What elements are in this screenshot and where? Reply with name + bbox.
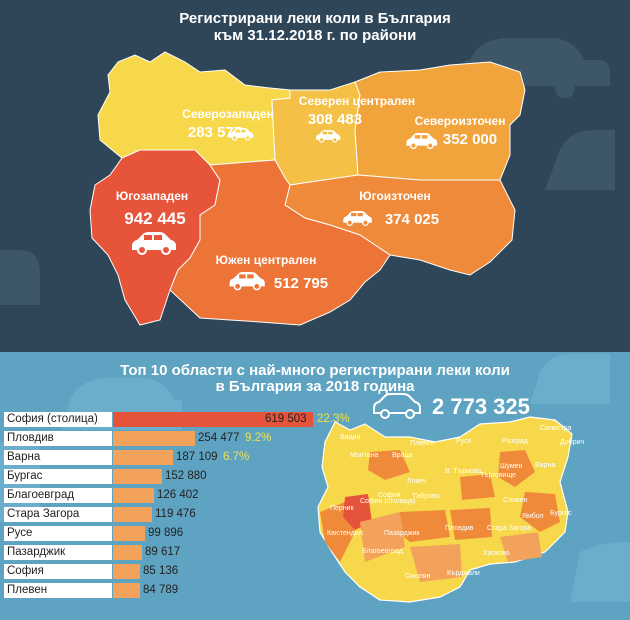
bar-value-label: 85 136: [143, 565, 179, 577]
province-label: Пловдив: [445, 525, 474, 532]
region-label-severoiztochen: Североизточен: [415, 114, 506, 128]
province-shape: [500, 532, 542, 562]
province-shape: [460, 474, 495, 500]
province-label: Шумен: [500, 463, 523, 470]
province-label: Благоевград: [362, 548, 403, 555]
bar-percent-label: 22.3%: [317, 413, 350, 425]
province-label: Ямбол: [522, 513, 544, 520]
bar-percent-label: 6.7%: [223, 451, 250, 463]
province-shape: [498, 450, 535, 487]
bar: [113, 507, 152, 522]
province-label: Сливен: [503, 497, 528, 504]
bar-category-label: София (столица): [4, 412, 112, 427]
region-value-yuzhen-centralen: 512 795: [274, 275, 328, 292]
region-value-severoiztochen: 352 000: [443, 131, 497, 148]
bar-value-label: 126 402: [157, 489, 199, 501]
province-shape: [520, 492, 560, 532]
bar-category-label: Бургас: [4, 469, 112, 484]
bar: [113, 526, 145, 541]
region-label-yugoiztochen: Югоизточен: [359, 189, 431, 203]
province-label: София: [378, 492, 401, 499]
bar-value-label: 187 109: [176, 451, 218, 463]
bar-category-label: Плевен: [4, 583, 112, 598]
bar-percent-label: 9.2%: [245, 432, 272, 444]
province-label: Смолян: [405, 573, 431, 580]
bar-value-label: 99 896: [148, 527, 184, 539]
region-value-yugozapaden: 942 445: [124, 209, 185, 228]
province-label: Силистра: [540, 425, 572, 432]
bar: [113, 469, 162, 484]
bar: [113, 412, 313, 427]
bar: [113, 545, 142, 560]
bar-value-label: 619 503: [265, 413, 307, 425]
bar-category-label: Благоевград: [4, 488, 112, 503]
province-label: Монтана: [350, 452, 379, 459]
region-label-severozapaden: Северозападен: [182, 107, 274, 121]
province-shape: [398, 510, 450, 542]
province-shape: [450, 508, 492, 540]
province-label: Варна: [535, 462, 556, 469]
province-shape: [368, 450, 410, 480]
province-label: Плевен: [410, 440, 435, 447]
province-shape: [360, 512, 405, 562]
bar-category-label: Стара Загора: [4, 507, 112, 522]
region-severoiztochen: [354, 61, 526, 181]
province-label: София (столица): [360, 498, 416, 505]
bar-category-label: Пазарджик: [4, 545, 112, 560]
regions-map: Северозападен 283 577 Северен централен …: [89, 51, 526, 326]
province-label: Разград: [502, 438, 528, 445]
bar-value-label: 254 477: [198, 432, 240, 444]
province-label: Пазарджик: [384, 530, 420, 537]
region-value-yugoiztochen: 374 025: [385, 211, 439, 228]
region-value-severozapaden: 283 577: [188, 124, 242, 141]
total-value: 2 773 325: [432, 394, 530, 419]
bar-value-label: 89 617: [145, 546, 181, 558]
province-label: Враца: [392, 452, 413, 459]
province-label: Стара Загора: [487, 525, 532, 532]
province-label: Кърджали: [447, 570, 480, 577]
chart-title-line1: Топ 10 области с най-много регистрирани …: [120, 362, 510, 379]
bar-category-label: Пловдив: [4, 431, 112, 446]
province-label: Русе: [456, 438, 472, 445]
province-label: Кюстендил: [327, 530, 363, 537]
province-label: Търговище: [480, 472, 517, 479]
province-shape: [410, 544, 462, 582]
bar: [113, 431, 195, 446]
region-label-severen-centralen: Северен централен: [299, 94, 415, 108]
bar: [113, 583, 140, 598]
province-label: Хасково: [483, 550, 510, 557]
bar-value-label: 84 789: [143, 584, 179, 596]
province-label: Добрич: [560, 439, 585, 446]
bar-value-label: 152 880: [165, 470, 207, 482]
car-icon: [373, 393, 421, 419]
region-value-severen-centralen: 308 483: [308, 111, 362, 128]
map-title-line1: Регистрирани леки коли в България: [179, 10, 451, 27]
provinces-map: [317, 416, 573, 603]
bar-value-label: 119 476: [155, 508, 196, 520]
bar: [113, 564, 140, 579]
bar-category-label: София: [4, 564, 112, 579]
region-label-yuzhen-centralen: Южен централен: [216, 253, 317, 267]
bar: [113, 488, 154, 503]
region-yuzhen-centralen: [169, 159, 391, 326]
map-title-line2: към 31.12.2018 г. по райони: [213, 27, 417, 44]
bar-category-label: Русе: [4, 526, 112, 541]
province-label: Перник: [330, 505, 354, 512]
map-panel: Регистрирани леки коли в България към 31…: [0, 0, 630, 352]
region-label-yugozapaden: Югозападен: [116, 189, 188, 203]
chart-title-line2: в България за 2018 година: [215, 378, 415, 395]
province-label: Габрово: [413, 493, 440, 500]
province-label: Бургас: [550, 510, 572, 517]
bar-category-label: Варна: [4, 450, 112, 465]
bar: [113, 450, 173, 465]
province-label: Ловеч: [407, 478, 427, 485]
province-label: Видин: [340, 434, 361, 441]
province-label: В. Търново: [445, 468, 482, 475]
